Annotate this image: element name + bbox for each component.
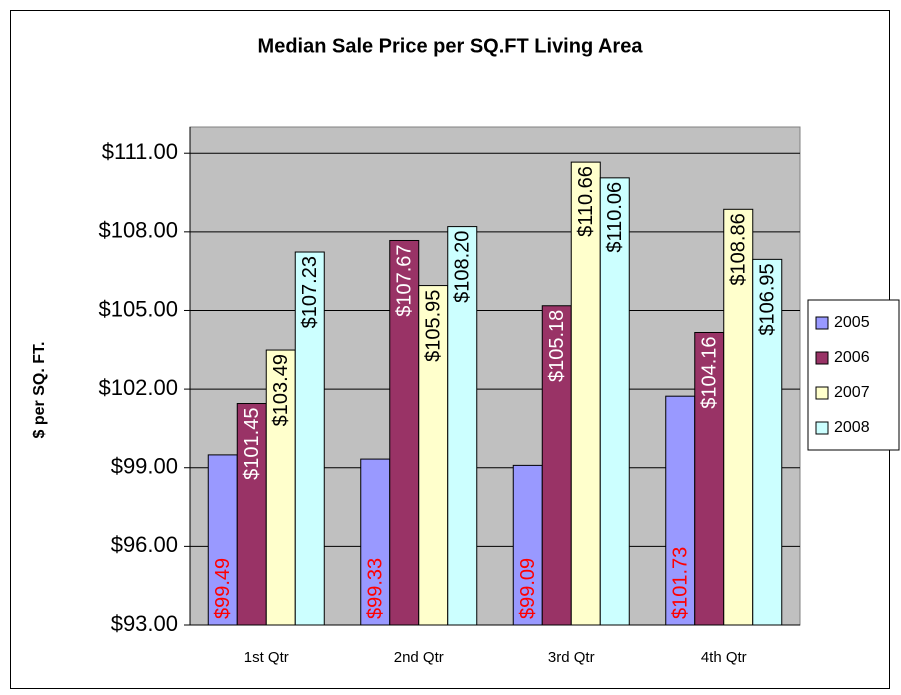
value-label: $108.20 [452,231,474,303]
bar [360,458,391,626]
value-label: $101.45 [241,408,263,480]
value-label: $110.06 [604,182,626,253]
bar [665,395,696,626]
bar [752,258,783,626]
legend-label: 2005 [834,314,870,331]
y-tick-label: $96.00 [111,532,178,557]
bar [389,239,420,626]
bar [512,464,543,626]
y-tick-label: $93.00 [111,611,178,636]
y-tick-label: $108.00 [98,218,178,243]
x-tick-label: 2nd Qtr [394,649,444,666]
legend-label: 2007 [834,384,870,401]
bar [541,305,572,626]
legend-swatch [815,316,829,330]
value-label: $107.67 [394,244,416,316]
x-tick-label: 1st Qtr [244,649,289,666]
legend-swatch [815,386,829,400]
y-tick-label: $102.00 [98,375,178,400]
value-label: $106.95 [757,263,779,335]
bar [207,454,238,626]
value-label: $99.09 [517,558,539,619]
value-label: $104.16 [699,336,721,408]
legend-label: 2006 [834,349,870,366]
y-tick-label: $99.00 [111,454,178,479]
value-label: $105.18 [546,310,568,382]
bar [294,251,325,626]
value-label: $101.73 [670,547,692,619]
bar [570,161,601,626]
value-label: $103.49 [270,354,292,426]
value-label: $107.23 [299,256,321,328]
bar [447,226,478,626]
x-tick-label: 4th Qtr [701,649,747,666]
bar [418,285,449,626]
y-tick-label: $105.00 [98,296,178,321]
value-label: $99.33 [365,558,387,619]
legend-swatch [815,351,829,365]
legend-label: 2008 [834,419,870,436]
legend-swatch [815,421,829,435]
bar [694,331,725,626]
value-label: $110.66 [575,166,597,237]
value-label: $99.49 [212,558,234,619]
y-tick-label: $111.00 [102,139,178,164]
x-tick-label: 3rd Qtr [548,649,595,666]
y-axis-title: $ per SQ. FT. [31,342,48,439]
value-label: $105.95 [423,290,445,362]
value-label: $108.86 [728,213,750,285]
bar [599,177,630,626]
chart-title: Median Sale Price per SQ.FT Living Area [258,35,644,57]
bar [265,349,296,626]
